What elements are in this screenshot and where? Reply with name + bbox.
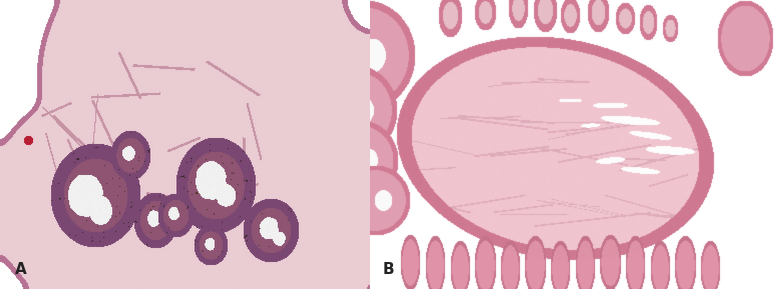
Text: A: A	[15, 262, 26, 277]
Text: B: B	[383, 262, 394, 277]
